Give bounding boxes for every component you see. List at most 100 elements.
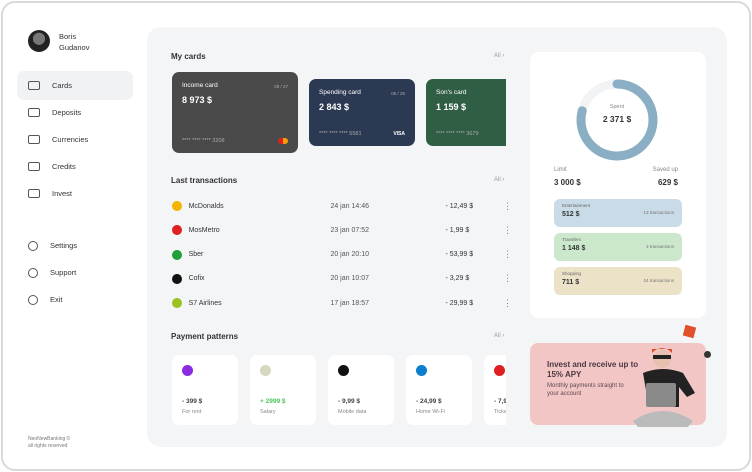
patterns-title: Payment patterns <box>171 332 239 341</box>
payment-pattern-card[interactable]: - 399 $ For rent <box>172 355 238 425</box>
transactions-all-link[interactable]: All › <box>494 177 505 183</box>
more-options-icon[interactable]: ⋮ <box>503 297 512 308</box>
patterns-all-link[interactable]: All › <box>494 333 505 339</box>
sidebar-item-cards[interactable]: Cards <box>17 71 133 100</box>
orb-decoration <box>704 351 711 358</box>
my-cards-title: My cards <box>171 52 206 61</box>
transaction-row[interactable]: MosMetro 23 jan 07:52 - 1,99 $ ⋮ <box>172 220 512 240</box>
card-icon <box>28 81 40 90</box>
bank-card[interactable]: Spending card 2 843 $ 06 / 26 **** **** ***… <box>309 79 415 146</box>
footer-line: all rights reserved <box>28 443 68 449</box>
more-options-icon[interactable]: ⋮ <box>503 273 512 284</box>
merchant-name: MosMetro <box>188 226 220 234</box>
chart-bars-icon <box>28 189 40 198</box>
merchant-logo <box>172 273 182 284</box>
nav-label: Credits <box>52 162 76 171</box>
transaction-row[interactable]: McDonalds 24 jan 14:46 - 12,49 $ ⋮ <box>172 196 512 216</box>
card-name: Son's card <box>436 89 467 96</box>
sidebar-item-exit[interactable]: Exit <box>17 285 133 314</box>
merchant-logo <box>172 201 182 211</box>
patterns-list: - 399 $ For rent + 2999 $ Salary - 9,99 $ Mob… <box>168 348 506 433</box>
more-options-icon[interactable]: ⋮ <box>503 224 512 235</box>
category-count: 24 transactions <box>643 278 674 283</box>
transaction-date: 20 jan 10:07 <box>330 275 369 283</box>
pattern-logo <box>338 365 349 376</box>
pattern-amount: - 7,99 $ <box>494 398 506 405</box>
limit-value: 3 000 $ <box>554 178 581 187</box>
transaction-amount: - 1,99 $ <box>445 226 470 234</box>
card-number: **** **** **** 3679 <box>436 131 479 137</box>
more-options-icon[interactable]: ⋮ <box>503 249 512 260</box>
sidebar-item-support[interactable]: Support <box>17 258 133 287</box>
card-expiry: 06 / 26 <box>391 91 405 96</box>
avatar[interactable] <box>28 30 50 52</box>
transaction-amount: - 29,99 $ <box>445 299 474 307</box>
transaction-amount: - 3,29 $ <box>445 275 470 283</box>
card-number: **** **** **** 3208 <box>182 138 225 144</box>
payment-pattern-card[interactable]: - 7,99 $ Tickets <box>484 355 506 425</box>
nav-label: Support <box>50 268 77 277</box>
merchant-name: Sber <box>188 251 204 259</box>
sidebar-item-settings[interactable]: Settings <box>17 231 133 260</box>
payment-pattern-card[interactable]: + 2999 $ Salary <box>250 355 316 425</box>
bank-card[interactable]: Income card 8 973 $ 08 / 27 **** **** **** … <box>172 72 298 153</box>
headphones-icon <box>28 267 38 278</box>
sidebar-item-credits[interactable]: Credits <box>17 152 133 181</box>
category-value: 512 $ <box>562 211 580 218</box>
category-count: 3 transactions <box>645 244 674 249</box>
category-name: Entertainment <box>562 203 591 208</box>
merchant-name: McDonalds <box>188 202 224 210</box>
pattern-label: Mobile data <box>338 409 367 415</box>
transaction-row[interactable]: Cofix 20 jan 10:07 - 3,29 $ ⋮ <box>172 269 512 289</box>
pattern-amount: - 9,99 $ <box>338 398 361 405</box>
spending-category[interactable]: Transfers 1 148 $ 3 transactions <box>554 233 682 261</box>
footer-line: NeoNewBanking © <box>28 436 71 442</box>
pattern-amount: + 2999 $ <box>260 398 286 405</box>
last-name: Gudanov <box>59 43 90 52</box>
sidebar-item-currencies[interactable]: Currencies <box>17 125 133 154</box>
saved-value: 629 $ <box>657 178 678 187</box>
nav-label: Currencies <box>52 135 89 144</box>
gear-icon <box>28 240 38 251</box>
user-name: Boris Gudanov <box>59 31 89 53</box>
mastercard-icon <box>278 138 288 144</box>
card-balance: 8 973 $ <box>182 95 213 105</box>
sidebar-item-invest[interactable]: Invest <box>17 179 133 208</box>
limit-label: Limit <box>554 167 567 173</box>
transaction-row[interactable]: Sber 20 jan 20:10 - 53,99 $ ⋮ <box>172 245 512 265</box>
merchant-name: S7 Airlines <box>188 299 222 307</box>
pattern-amount: - 399 $ <box>182 398 203 405</box>
payment-pattern-card[interactable]: - 24,99 $ Home Wi-Fi <box>406 355 472 425</box>
payment-pattern-card[interactable]: - 9,99 $ Mobile data <box>328 355 394 425</box>
bank-card[interactable]: Son's card 1 159 $ **** **** **** 3679 <box>426 79 506 146</box>
transaction-row[interactable]: S7 Airlines 17 jan 18:57 - 29,99 $ ⋮ <box>172 293 512 313</box>
merchant-logo <box>172 225 182 236</box>
nav-label: Cards <box>52 81 73 90</box>
card-name: Spending card <box>319 89 361 96</box>
category-count: 13 transactions <box>643 210 674 215</box>
pattern-logo <box>416 365 427 376</box>
category-name: Transfers <box>562 237 581 242</box>
sidebar-item-deposits[interactable]: Deposits <box>17 98 133 127</box>
promo-text: Monthly payments straight to your accoun… <box>547 383 624 397</box>
more-options-icon[interactable]: ⋮ <box>503 200 512 211</box>
transactions-title: Last transactions <box>171 176 238 185</box>
pattern-label: For rent <box>182 409 202 415</box>
person-with-laptop-illustration <box>633 348 695 427</box>
pattern-logo <box>182 365 193 376</box>
saved-label: Saved up <box>652 167 678 173</box>
transaction-date: 20 jan 20:10 <box>330 251 369 259</box>
spending-category[interactable]: Shopping 711 $ 24 transactions <box>554 267 682 295</box>
currency-icon <box>28 135 40 144</box>
card-balance: 2 843 $ <box>319 102 350 112</box>
transaction-amount: - 53,99 $ <box>445 251 474 259</box>
pattern-amount: - 24,99 $ <box>416 398 442 405</box>
deposit-icon <box>28 108 40 117</box>
transaction-date: 24 jan 14:46 <box>330 202 369 210</box>
card-expiry: 08 / 27 <box>274 84 288 89</box>
spending-category[interactable]: Entertainment 512 $ 13 transactions <box>554 199 682 227</box>
cards-all-link[interactable]: All › <box>494 53 505 59</box>
transaction-date: 23 jan 07:52 <box>330 226 369 234</box>
pattern-logo <box>260 365 271 376</box>
